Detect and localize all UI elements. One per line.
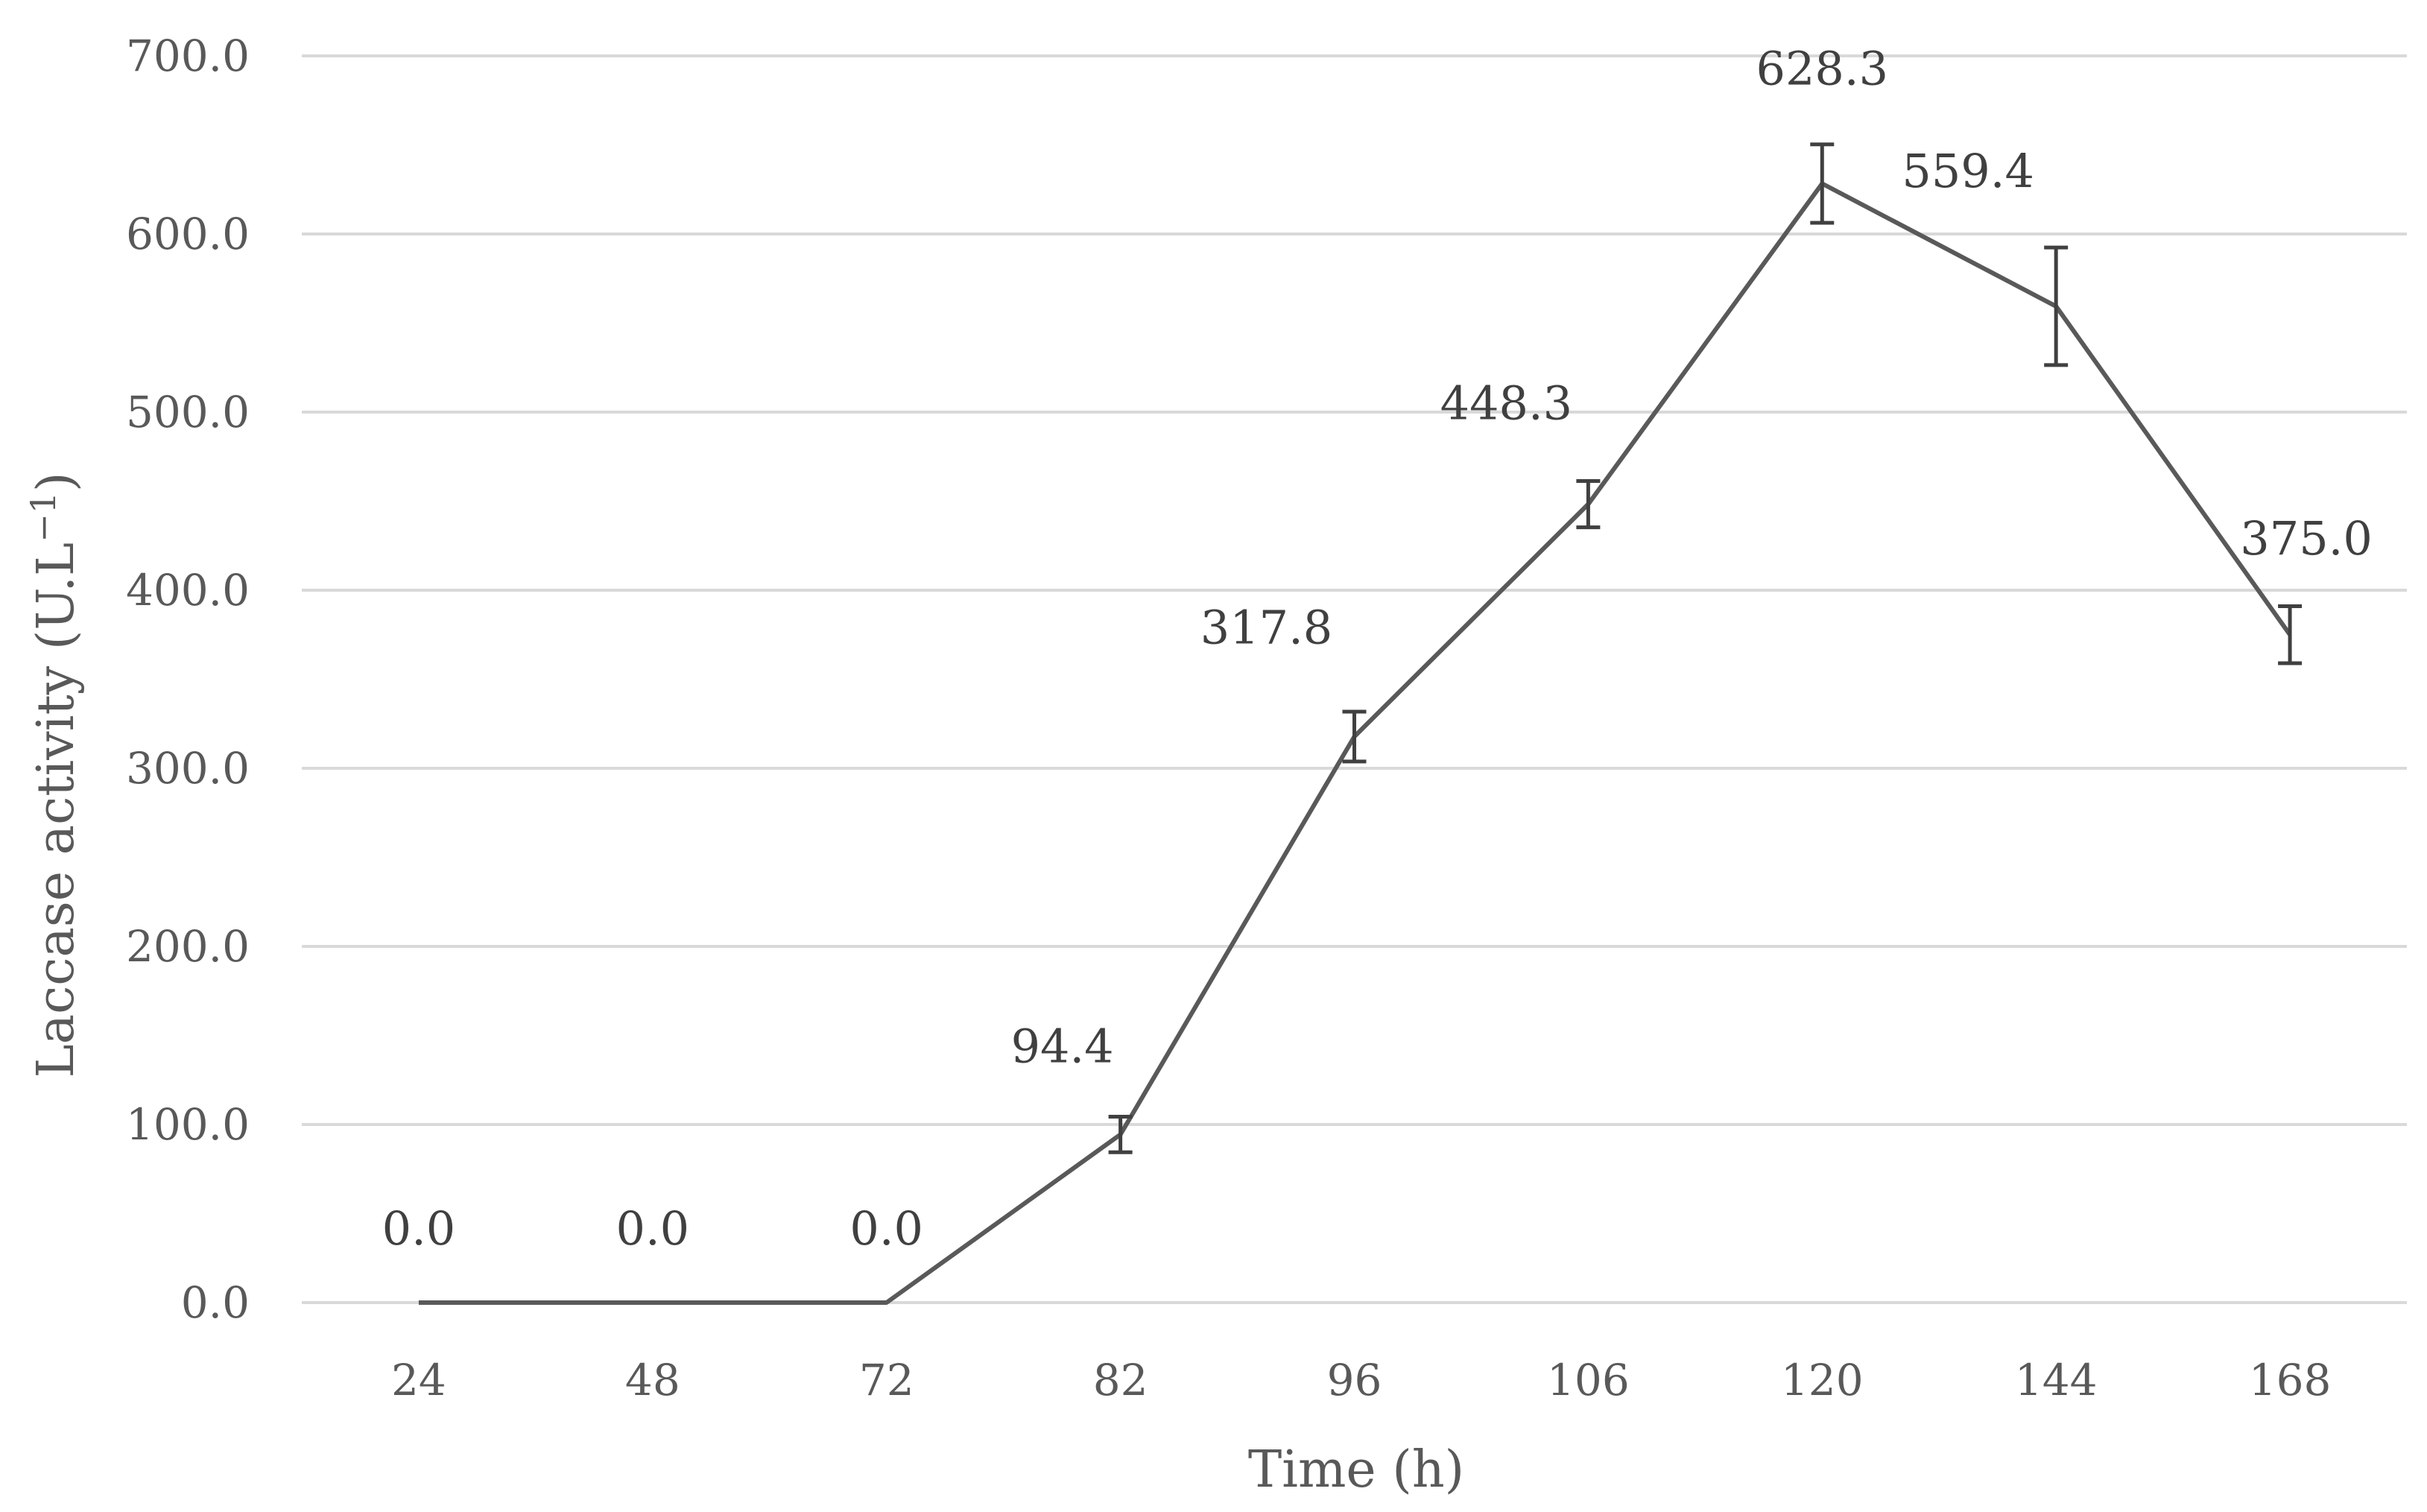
y-tick-label: 700.0 [126,31,250,81]
x-axis-ticks: 24 48 72 82 96 106 120 144 168 [391,1355,2331,1405]
y-tick-label: 200.0 [126,921,250,972]
data-label: 94.4 [1011,1019,1114,1073]
y-tick-label: 0.0 [181,1277,250,1328]
data-label: 448.3 [1440,376,1573,431]
error-bar [1108,1114,1133,1154]
y-tick-label: 500.0 [126,387,250,437]
x-tick-label: 120 [1781,1355,1864,1405]
data-label: 559.4 [1902,144,2034,198]
x-tick-label: 48 [625,1355,680,1405]
error-bar [2278,604,2303,665]
error-bar [2044,245,2069,367]
y-axis-title-close: ) [27,472,86,492]
data-label: 628.3 [1756,41,1889,95]
x-axis-title: Time (h) [1248,1440,1464,1499]
error-bars [1108,142,2303,1154]
x-tick-label: 72 [859,1355,914,1405]
x-tick-label: 82 [1093,1355,1148,1405]
data-label: 0.0 [849,1201,923,1256]
x-tick-label: 96 [1327,1355,1382,1405]
data-label: 0.0 [382,1201,456,1256]
y-axis-title: Laccase activity (U.L−1) [23,472,86,1078]
x-tick-label: 106 [1547,1355,1630,1405]
data-label: 0.0 [616,1201,690,1256]
x-tick-label: 24 [391,1355,446,1405]
x-tick-label: 168 [2249,1355,2332,1405]
y-axis-title-superscript: −1 [23,492,63,543]
data-label: 375.0 [2240,511,2373,566]
error-bar [1576,478,1601,530]
gridlines [302,54,2407,1304]
error-bar [1342,709,1367,764]
y-tick-label: 400.0 [126,565,250,616]
data-label: 317.8 [1200,600,1333,654]
y-tick-label: 100.0 [126,1099,250,1150]
y-axis-title-main: Laccase activity (U.L [27,543,86,1078]
x-tick-label: 144 [2015,1355,2098,1405]
y-tick-label: 300.0 [126,743,250,794]
error-bar [1810,142,1835,225]
y-axis-ticks: 0.0 100.0 200.0 300.0 400.0 500.0 600.0 700.0 [126,31,250,1328]
y-tick-label: 600.0 [126,209,250,259]
